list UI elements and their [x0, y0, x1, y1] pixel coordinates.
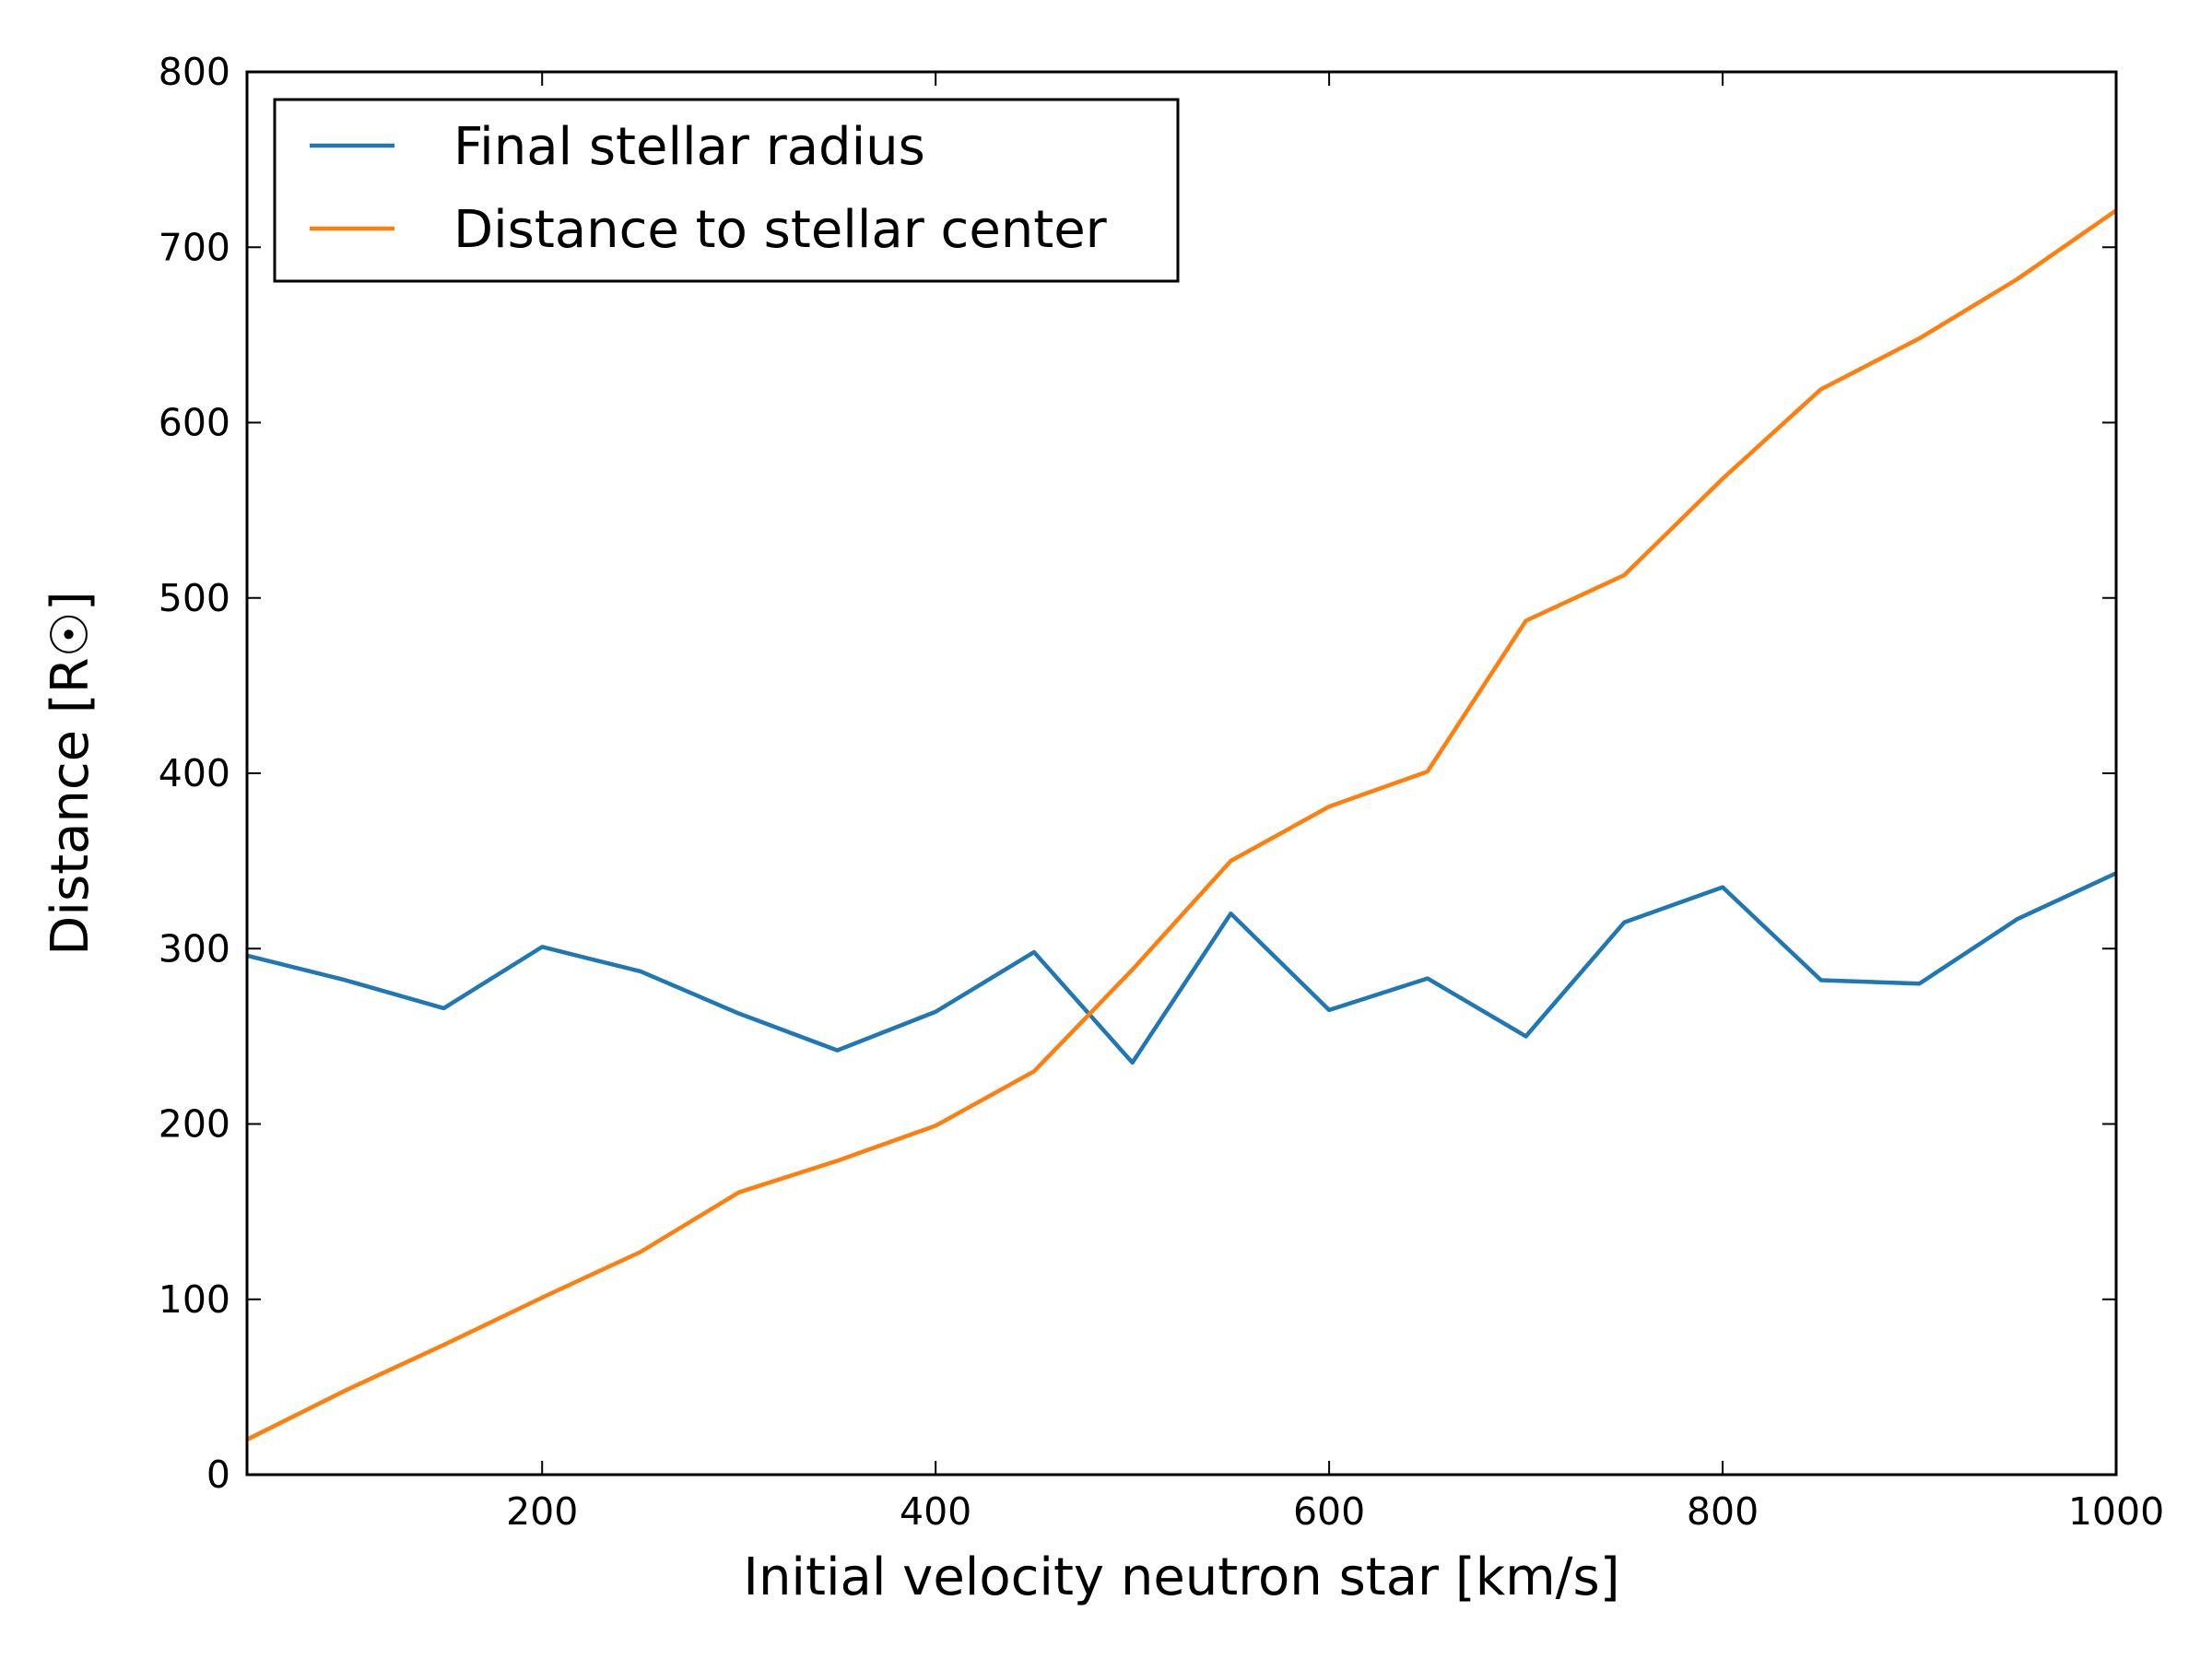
- series-line-final-stellar-radius: [246, 871, 2117, 1065]
- y-tick-label: 0: [206, 1453, 230, 1497]
- y-tick-label: 800: [159, 50, 230, 94]
- legend: Final stellar radius Distance to stellar…: [273, 98, 1180, 283]
- y-tick-label: 500: [159, 576, 230, 620]
- y-tick-label: 200: [159, 1102, 230, 1147]
- plot-area: [245, 208, 2118, 1441]
- x-tick-label: 1000: [2068, 1489, 2164, 1534]
- y-tick-label: 300: [159, 926, 230, 971]
- y-tick-label: 400: [159, 751, 230, 795]
- x-tick-label: 400: [900, 1489, 971, 1534]
- plot-frame: [245, 70, 2118, 1477]
- y-tick-label: 600: [159, 401, 230, 445]
- legend-label-distance-to-stellar-center: Distance to stellar center: [453, 200, 1108, 260]
- legend-box: [273, 98, 1180, 283]
- x-tick-label: 600: [1293, 1489, 1365, 1534]
- y-tick-label: 700: [159, 225, 230, 269]
- x-axis-title: Initial velocity neutron star [km/s]: [743, 1547, 1619, 1607]
- x-tick-label: 200: [506, 1489, 578, 1534]
- y-axis-title: Distance [R☉]: [41, 591, 100, 955]
- series-line-distance-to-stellar-center: [245, 208, 2118, 1441]
- legend-label-final-stellar-radius: Final stellar radius: [453, 117, 925, 177]
- axis-ticks: 200 400 600 800 1000 0 100 200 300 400 500 600 700 80…: [159, 50, 2164, 1534]
- y-tick-label: 100: [159, 1277, 230, 1322]
- x-tick-label: 800: [1687, 1489, 1759, 1534]
